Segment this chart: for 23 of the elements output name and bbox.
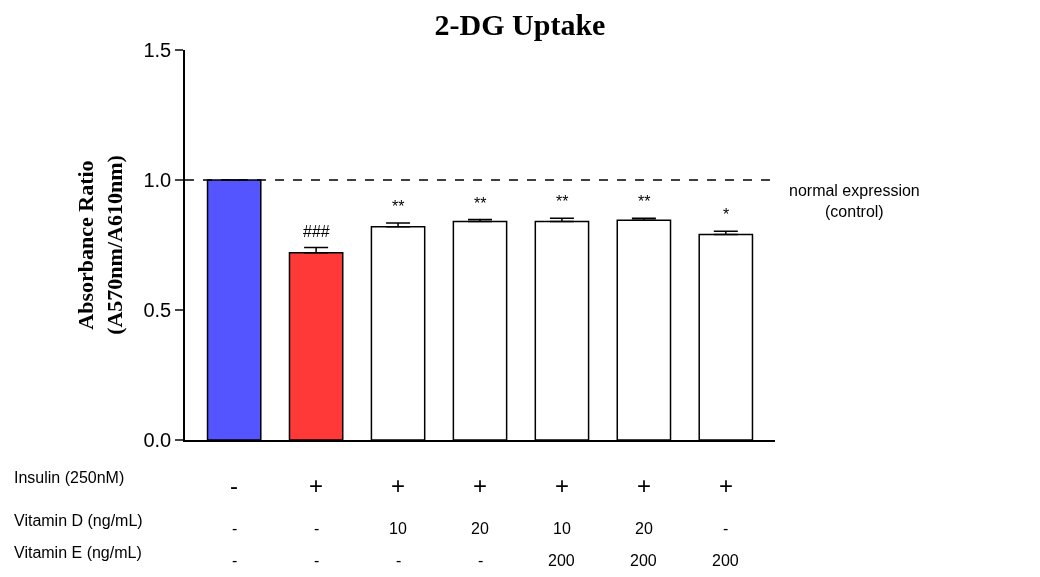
- y-tick-label: 1.5: [143, 39, 172, 61]
- annotation: **: [392, 198, 405, 215]
- x-tick-label: + 20 200: [630, 472, 657, 569]
- x-tick-label: + - 200: [712, 472, 739, 569]
- y-tick-label: 1.0: [143, 169, 172, 191]
- annotation: **: [556, 193, 569, 210]
- annotation: **: [474, 195, 487, 212]
- y-tick-label: 0.5: [143, 299, 172, 321]
- y-tick-label: 0.0: [143, 429, 172, 451]
- annotation: *: [723, 206, 730, 223]
- x-tick-label: - - -: [230, 472, 238, 569]
- x-tick-label: + 20 -: [471, 472, 489, 569]
- annotation: ###: [303, 223, 330, 240]
- text: Vitamin E (ng/mL): [14, 544, 142, 561]
- chart-title: 2-DG Uptake: [434, 8, 606, 42]
- y-axis-title: Absorbance Ratio (A570nm/A610nm): [73, 155, 127, 335]
- annotation: **: [638, 193, 651, 210]
- x-tick-label: + 10 -: [389, 472, 407, 569]
- text: Vitamin D (ng/mL): [14, 512, 143, 529]
- x-tick-label: + - -: [309, 472, 324, 569]
- text: Insulin (250nM): [14, 469, 125, 486]
- ref-line-label: normal expression (control): [789, 182, 920, 220]
- x-tick-label: + 10 200: [548, 472, 575, 569]
